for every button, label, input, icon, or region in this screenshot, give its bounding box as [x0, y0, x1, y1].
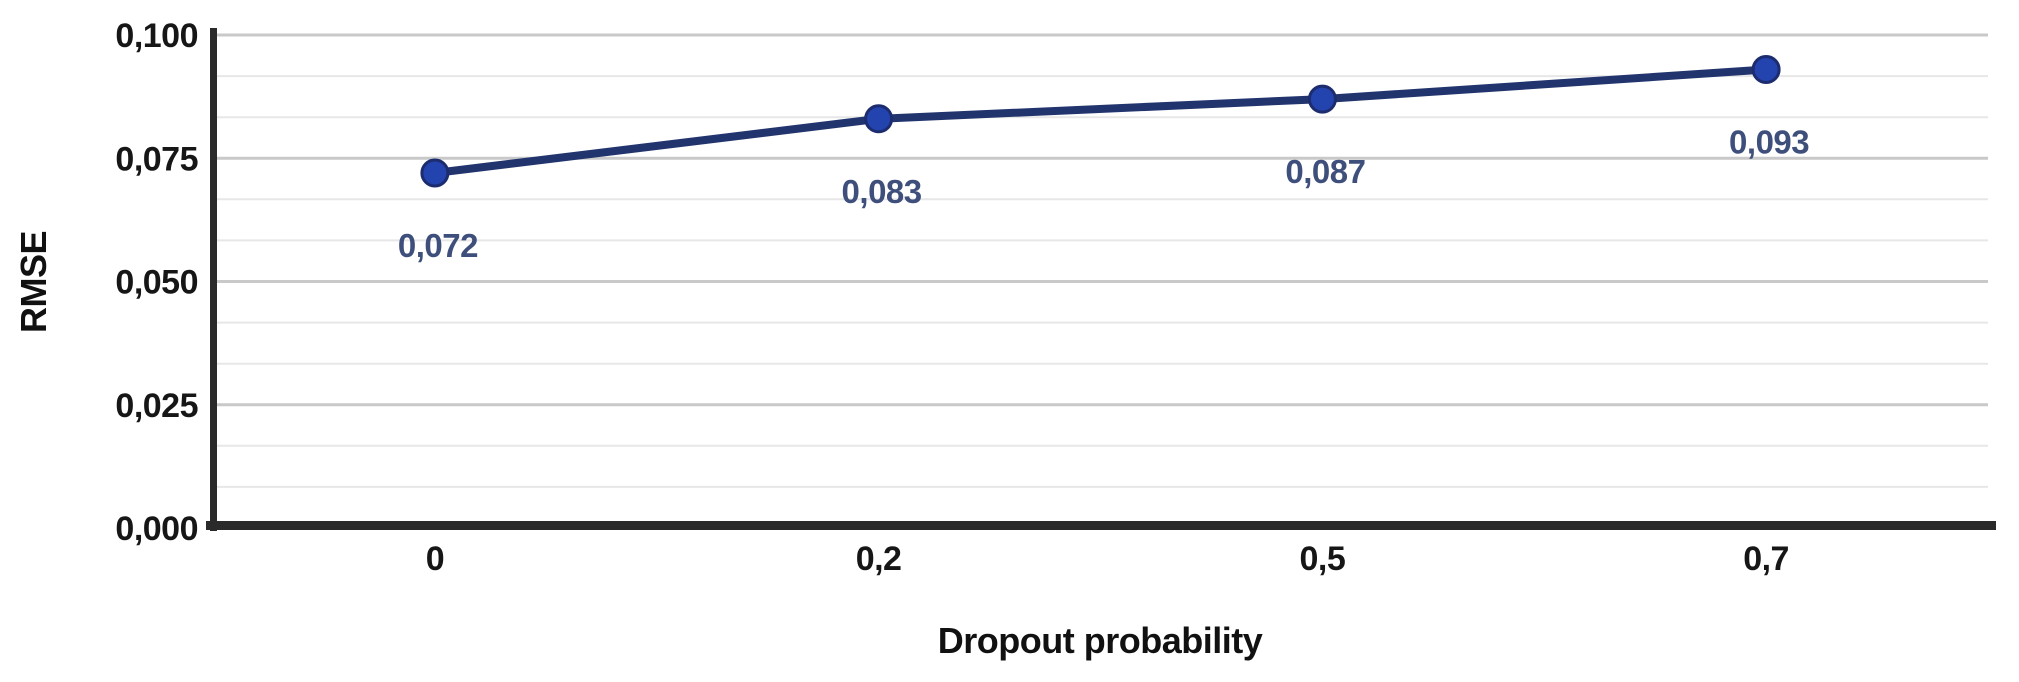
x-tick-label: 0,2: [856, 540, 902, 578]
data-point-labels: 0,072 0,083 0,087 0,093: [398, 124, 1810, 265]
data-label: 0,087: [1285, 153, 1365, 190]
series-markers: [420, 55, 1781, 188]
y-axis-line: [210, 28, 217, 531]
gridlines: [217, 33, 1988, 488]
y-tick-label: 0,000: [115, 510, 198, 548]
x-axis-title: Dropout probability: [938, 620, 1263, 661]
data-label: 0,072: [398, 227, 478, 264]
data-label: 0,093: [1729, 124, 1809, 161]
x-tick-label: 0,5: [1300, 540, 1346, 578]
x-axis-tick-labels: 0 0,2 0,5 0,7: [426, 540, 1790, 578]
data-point-marker: [1751, 55, 1781, 84]
x-tick-label: 0,7: [1743, 540, 1789, 578]
y-tick-label: 0,025: [115, 387, 198, 425]
x-axis-line: [206, 521, 1996, 530]
y-tick-label: 0,100: [115, 17, 198, 55]
y-tick-label: 0,050: [115, 264, 198, 302]
data-point-marker: [864, 104, 894, 134]
data-point-marker: [1307, 84, 1337, 114]
y-axis-title: RMSE: [13, 231, 54, 333]
data-label: 0,083: [842, 173, 922, 210]
x-tick-label: 0: [426, 540, 444, 578]
series-line: [430, 65, 1771, 177]
data-point-marker: [420, 158, 450, 188]
y-tick-label: 0,075: [115, 140, 198, 178]
y-axis-tick-labels: 0,000 0,025 0,050 0,075 0,100: [115, 17, 198, 548]
